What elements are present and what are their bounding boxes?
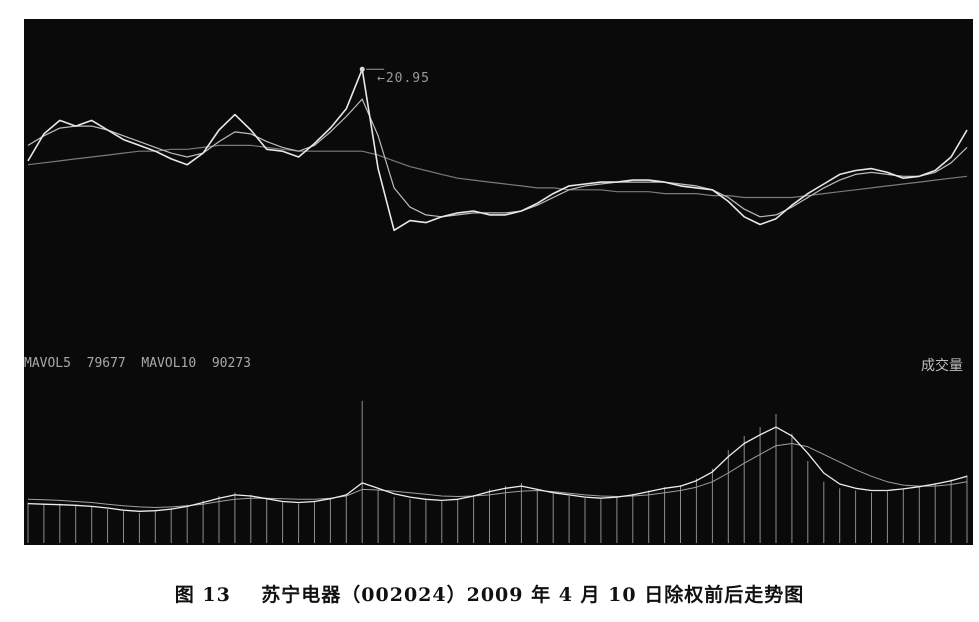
price-line (27, 68, 968, 232)
chart-panel: ←20.95 MAVOL5 79677 MAVOL10 90273 成交量 (24, 19, 973, 545)
mavol-readout: MAVOL5 79677 MAVOL10 90273 (24, 356, 251, 371)
ma-short-line (27, 98, 968, 218)
peak-arrow-icon: ← (377, 71, 386, 86)
peak-marker (359, 66, 365, 72)
figure-caption: 图 13 苏宁电器（002024）2009 年 4 月 10 日除权前后走势图 (174, 584, 805, 606)
ma-long-line (27, 144, 968, 199)
mavol10-line (27, 443, 968, 508)
peak-price-label: ←20.95 (377, 71, 430, 86)
chart-svg (27, 66, 968, 543)
mavol5-line (27, 426, 968, 512)
volume-label: 成交量 (921, 358, 963, 374)
